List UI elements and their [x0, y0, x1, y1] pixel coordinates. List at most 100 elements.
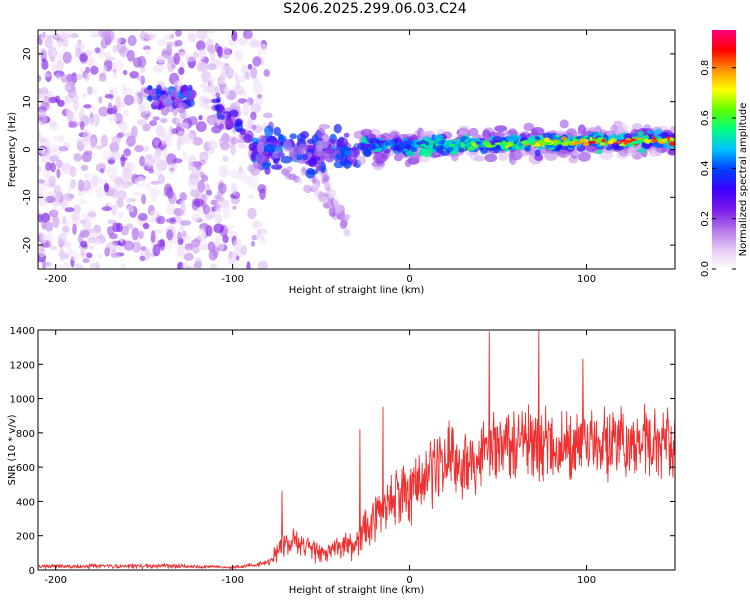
- spectral-blob: [180, 220, 192, 226]
- spectral-blob: [307, 169, 319, 175]
- spectral-blob: [454, 140, 459, 144]
- spectral-blob: [85, 49, 93, 57]
- spectral-blob: [357, 155, 366, 166]
- spectral-blob: [220, 61, 226, 69]
- spectral-blob: [537, 139, 545, 145]
- spectral-blob: [485, 144, 493, 148]
- spectral-blob: [100, 134, 108, 148]
- spectrogram-y-tick-label: -20: [22, 237, 33, 253]
- spectral-blob: [48, 97, 58, 104]
- spectral-blob: [122, 180, 131, 187]
- spectral-blob: [557, 141, 562, 145]
- spectral-blob: [58, 146, 68, 152]
- spectral-blob: [177, 52, 188, 57]
- spectral-blob: [58, 32, 68, 40]
- spectral-blob: [156, 55, 166, 64]
- spectral-blob: [206, 76, 216, 83]
- spectral-blob: [185, 266, 194, 269]
- spectral-blob: [156, 64, 166, 72]
- spectral-blob: [146, 95, 152, 101]
- spectral-blob: [638, 147, 646, 154]
- spectral-blob: [381, 145, 385, 150]
- spectral-blob: [151, 93, 158, 100]
- spectral-blob: [530, 127, 545, 136]
- spectral-blob: [523, 122, 535, 132]
- spectral-blob: [240, 245, 248, 255]
- spectral-blob: [68, 121, 78, 128]
- spectral-blob: [243, 101, 251, 109]
- spectral-blob: [197, 48, 207, 61]
- spectral-blob: [303, 184, 312, 194]
- spectral-blob: [82, 92, 88, 98]
- spectral-blob: [259, 188, 266, 201]
- spectral-blob: [596, 149, 603, 155]
- spectral-blob: [46, 220, 51, 228]
- spectral-blob: [273, 126, 282, 136]
- spectral-blob: [81, 152, 92, 163]
- colorbar-gradient: [712, 30, 736, 269]
- spectral-blob: [223, 85, 230, 97]
- spectral-blob: [643, 138, 651, 144]
- spectral-blob: [671, 138, 675, 141]
- spectral-blob: [157, 239, 165, 248]
- spectral-blob: [247, 194, 255, 200]
- spectral-blob: [333, 123, 342, 134]
- spectral-blob: [38, 130, 42, 140]
- spectral-blob: [38, 179, 45, 184]
- spectral-blob: [198, 115, 203, 121]
- spectral-blob: [218, 182, 227, 194]
- spectrogram-y-tick-label: 20: [22, 48, 33, 61]
- spectral-blob: [175, 98, 184, 104]
- spectral-blob: [360, 143, 365, 148]
- spectral-blob: [222, 155, 229, 162]
- spectral-blob: [220, 199, 230, 209]
- spectral-blob: [153, 228, 162, 234]
- colorbar-ticks: 0.0 0.2 0.4 0.6 0.8: [700, 60, 736, 277]
- spectral-blob: [312, 183, 318, 191]
- spectral-blob: [148, 168, 155, 174]
- spectral-blob: [48, 155, 60, 163]
- spectral-blob: [372, 151, 387, 164]
- spectral-blob: [51, 48, 56, 58]
- spectral-blob: [449, 143, 457, 147]
- spectral-blob: [231, 136, 236, 146]
- spectral-blob: [95, 185, 106, 198]
- spectral-blob: [445, 140, 453, 144]
- spectral-blob: [154, 138, 160, 146]
- spectral-blob: [220, 141, 230, 151]
- spectral-blob: [522, 139, 529, 145]
- spectral-blob: [560, 141, 569, 147]
- chart-title: S206.2025.299.06.03.C24: [283, 1, 467, 17]
- spectral-blob: [192, 136, 203, 146]
- spectral-blob: [242, 30, 253, 40]
- spectral-blob: [39, 47, 48, 59]
- spectral-blob: [166, 202, 175, 216]
- spectral-blob: [663, 138, 668, 142]
- spectral-blob: [179, 108, 187, 120]
- spectral-blob: [136, 76, 144, 81]
- spectral-blob: [92, 238, 101, 246]
- spectral-blob: [252, 56, 262, 67]
- spectral-blob: [506, 141, 512, 147]
- spectral-blob: [73, 100, 80, 112]
- spectral-blob: [166, 229, 174, 241]
- spectral-blob: [264, 143, 275, 153]
- spectral-blob: [494, 125, 508, 132]
- spectral-blob: [150, 230, 156, 243]
- spectral-blob: [435, 145, 441, 149]
- spectral-blob: [250, 40, 261, 47]
- spectral-blob: [257, 135, 267, 144]
- spectral-blob: [196, 40, 206, 51]
- spectral-blob: [206, 216, 213, 221]
- spectral-blob: [167, 55, 175, 63]
- spectral-blob: [314, 147, 324, 158]
- spectral-blob: [233, 238, 243, 252]
- spectral-blob: [188, 161, 195, 172]
- spectral-blob: [197, 180, 205, 193]
- spectral-blob: [195, 121, 207, 132]
- spectral-blob: [52, 33, 61, 41]
- spectral-blob: [137, 55, 147, 68]
